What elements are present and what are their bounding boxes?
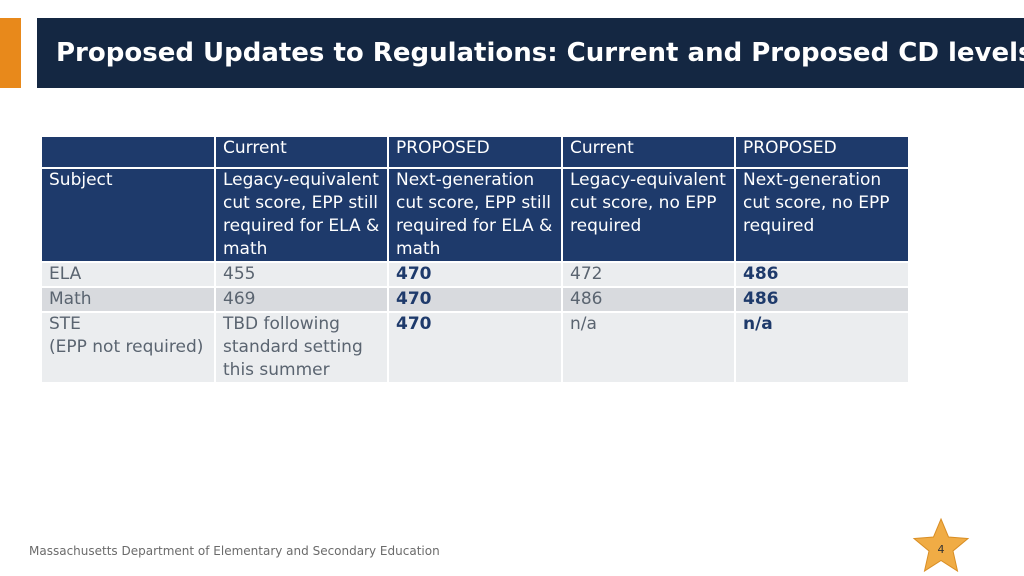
page-number: 4 — [937, 543, 945, 556]
cell-value-proposed: 470 — [387, 261, 563, 288]
table-row-ste: STE (EPP not required) TBD following sta… — [40, 311, 910, 384]
row-subject: STE (EPP not required) — [40, 311, 216, 384]
header-cell-blank — [40, 135, 216, 169]
page-number-badge: 4 — [910, 517, 972, 575]
subheader-cell: Legacy-equivalent cut score, EPP still r… — [214, 167, 389, 263]
header-cell-current-1: Current — [214, 135, 389, 169]
cell-value: 469 — [214, 286, 389, 313]
table-row-ela: ELA 455 470 472 486 — [40, 261, 910, 288]
table-subheader-row: Subject Legacy-equivalent cut score, EPP… — [40, 167, 910, 263]
cell-value: n/a — [561, 311, 736, 384]
cell-value-proposed: 486 — [734, 261, 910, 288]
star-icon — [912, 517, 970, 573]
row-subject: Math — [40, 286, 216, 313]
subheader-cell: Next-generation cut score, EPP still req… — [387, 167, 563, 263]
header-cell-current-2: Current — [561, 135, 736, 169]
table-row-math: Math 469 470 486 486 — [40, 286, 910, 313]
cd-levels-table: Current PROPOSED Current PROPOSED Subjec… — [40, 135, 910, 384]
accent-bar — [0, 18, 21, 88]
cell-value-proposed: 470 — [387, 311, 563, 384]
subheader-cell: Next-generation cut score, no EPP requir… — [734, 167, 910, 263]
header-cell-proposed-2: PROPOSED — [734, 135, 910, 169]
slide-title: Proposed Updates to Regulations: Current… — [56, 38, 1024, 68]
cell-value-proposed: n/a — [734, 311, 910, 384]
cell-value: 486 — [561, 286, 736, 313]
footer-organization: Massachusetts Department of Elementary a… — [29, 544, 440, 558]
cell-value-proposed: 470 — [387, 286, 563, 313]
cell-value: 455 — [214, 261, 389, 288]
row-subject: ELA — [40, 261, 216, 288]
cell-value-proposed: 486 — [734, 286, 910, 313]
header-cell-proposed-1: PROPOSED — [387, 135, 563, 169]
subheader-subject: Subject — [40, 167, 216, 263]
subheader-cell: Legacy-equivalent cut score, no EPP requ… — [561, 167, 736, 263]
table-header-row: Current PROPOSED Current PROPOSED — [40, 135, 910, 169]
cell-value: 472 — [561, 261, 736, 288]
cell-value: TBD following standard setting this summ… — [214, 311, 389, 384]
title-bar: Proposed Updates to Regulations: Current… — [37, 18, 1024, 88]
